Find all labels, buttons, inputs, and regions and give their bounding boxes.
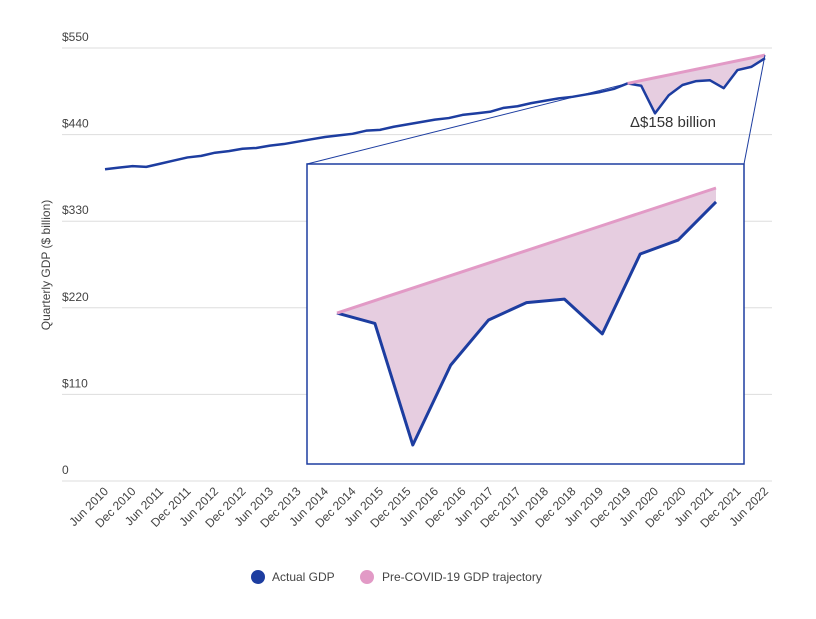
series-line: [336, 200, 718, 447]
series-line: [104, 57, 766, 171]
legend-swatch: [360, 570, 374, 584]
y-tick-label: 0: [62, 463, 69, 477]
series-line: [627, 53, 766, 85]
legend-swatch: [251, 570, 265, 584]
connector: [743, 54, 766, 165]
legend-label: Pre-COVID-19 GDP trajectory: [382, 570, 542, 584]
y-tick-label: $330: [62, 203, 89, 217]
y-tick-label: $440: [62, 117, 89, 131]
y-tick-label: $110: [62, 376, 88, 390]
annotation: Δ$158 billion: [630, 114, 716, 131]
legend-label: Actual GDP: [272, 570, 335, 584]
y-tick-label: $550: [62, 30, 89, 44]
gap-area: [337, 188, 716, 445]
series-line: [336, 186, 717, 315]
y-axis-label: Quarterly GDP ($ billion): [39, 200, 53, 331]
connector: [306, 82, 628, 165]
gap-area: [627, 55, 765, 114]
y-tick-label: $220: [62, 290, 89, 304]
